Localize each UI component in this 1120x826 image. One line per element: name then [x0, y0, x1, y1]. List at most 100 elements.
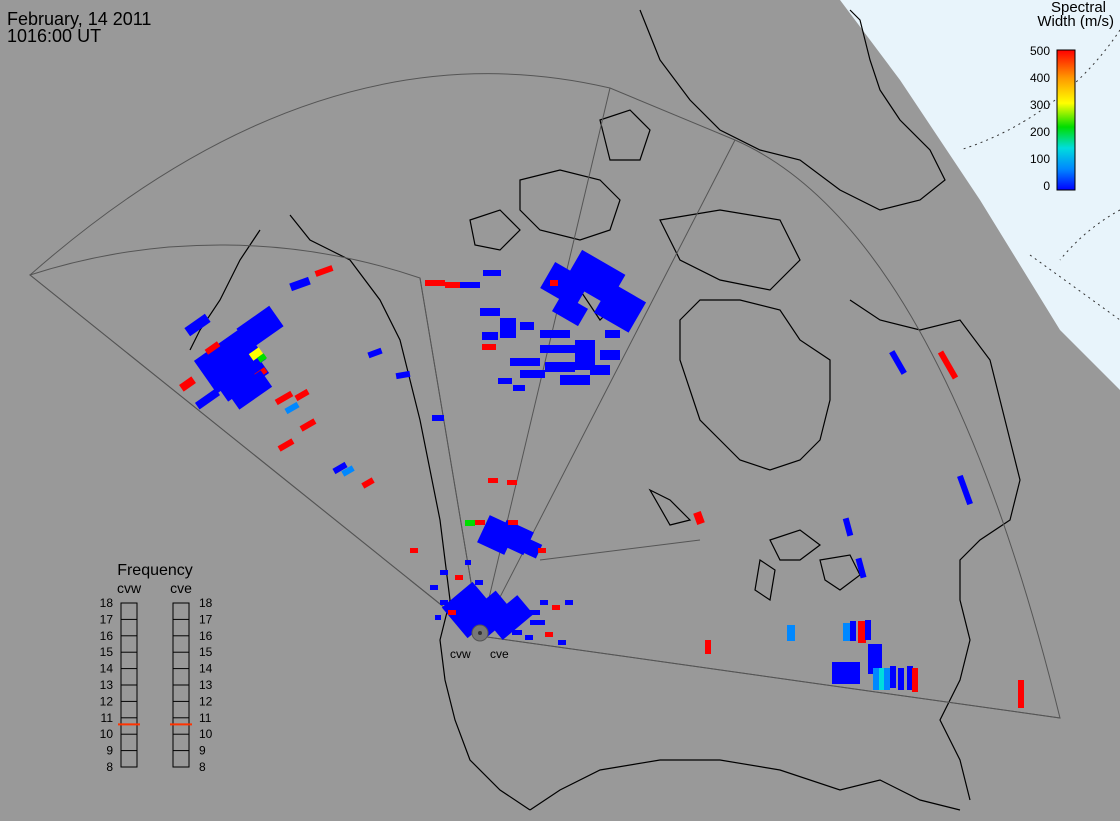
scatter-cell: [294, 388, 310, 402]
colorbar-tick-0: 0: [1043, 179, 1050, 193]
scatter-cell: [277, 438, 295, 452]
frequency-tick-right: 14: [199, 662, 213, 676]
scatter-cell: [248, 347, 264, 361]
scatter-cell: [520, 370, 545, 378]
colorbar-tick-400: 400: [1030, 71, 1050, 85]
scatter-cell: [482, 332, 498, 340]
frequency-tick-right: 10: [199, 727, 213, 741]
frequency-tick-right: 15: [199, 645, 213, 659]
latitude-circle: [959, 29, 1120, 151]
scatter-cell: [520, 322, 534, 330]
meridian-line: [1029, 254, 1120, 321]
scatter-cell: [907, 666, 913, 690]
scatter-cell: [693, 510, 705, 526]
radar-site-center: [478, 631, 482, 635]
colorbar-title-line2: Width (m/s): [1037, 13, 1114, 30]
colorbar-tick-200: 200: [1030, 125, 1050, 139]
scatter-cell: [508, 520, 518, 525]
scatter-cell: [257, 353, 267, 363]
frequency-title: Frequency: [117, 562, 193, 579]
scatter-cell: [540, 330, 570, 338]
scatter-cell: [530, 620, 545, 625]
scatter-cell: [575, 340, 595, 370]
frequency-tick-left: 10: [100, 727, 114, 741]
scatter-cell: [440, 570, 448, 575]
scatter-cell: [552, 605, 560, 610]
frequency-tick-left: 18: [100, 596, 114, 610]
frequency-radar-cvw: cvw: [117, 580, 142, 596]
frequency-tick-right: 9: [199, 744, 206, 758]
frequency-tick-right: 8: [199, 760, 206, 774]
scatter-cell: [545, 632, 553, 637]
scatter-cell: [204, 341, 221, 355]
scatter-cell: [179, 376, 196, 392]
range-arc: [539, 539, 701, 561]
scatter-cell: [787, 625, 795, 641]
scatter-cell: [483, 270, 501, 276]
scatter-cell: [395, 370, 411, 380]
scatter-cell: [432, 415, 444, 421]
frequency-tick-left: 12: [100, 694, 114, 708]
scatter-cell: [540, 345, 580, 353]
scatter-cell: [600, 350, 620, 360]
scatter-cell: [284, 401, 300, 415]
frequency-radar-cve: cve: [170, 580, 192, 596]
scatter-cell: [858, 621, 866, 643]
latitude-circle-inner: [1059, 209, 1120, 261]
scatter-cell: [475, 580, 483, 585]
scatter-cell: [890, 666, 896, 688]
colorbar-tick-300: 300: [1030, 98, 1050, 112]
frequency-tick-right: 11: [199, 711, 212, 725]
coastlines: [189, 9, 1021, 811]
scatter-cell: [889, 350, 907, 375]
scatter-cell: [873, 668, 879, 690]
scatter-cell: [898, 668, 904, 690]
scatter-cell: [560, 375, 590, 385]
scatter-cell: [440, 600, 448, 605]
frequency-tick-left: 8: [106, 760, 113, 774]
scatter-cell: [194, 388, 221, 410]
frequency-tick-left: 11: [101, 711, 114, 725]
scatter-cell: [590, 365, 610, 375]
scatter-cell: [361, 477, 375, 489]
scatter-cell: [498, 378, 512, 384]
scatter-cell: [550, 280, 558, 286]
scatter-cell: [445, 282, 463, 288]
frequency-columns: 18 18 17 17 16 16 15 15 14 14 13 13 12 12 11 11 10 10 9 9 8 8: [100, 596, 213, 774]
scatter-cell: [868, 644, 882, 674]
scatter-cell: [184, 313, 211, 337]
scatter-cell: [552, 293, 588, 327]
cvw-outer-fov: [28, 244, 481, 638]
scatter-cell: [912, 668, 918, 692]
scatter-cell: [865, 620, 871, 640]
scatter-cell: [842, 517, 854, 537]
scatter-cell: [540, 600, 548, 605]
frequency-tick-left: 15: [100, 645, 114, 659]
scatter-cell: [448, 610, 456, 615]
scatter-cell: [367, 347, 383, 359]
scatter-cell: [410, 548, 418, 553]
scatter-cell: [236, 305, 284, 350]
cvw-beam-edge: [419, 277, 481, 637]
colorbar-title-line1: Spectral: [1050, 0, 1106, 16]
scatter-cell: [850, 621, 856, 641]
scatter-cell: [832, 662, 860, 684]
scatter-cell: [843, 623, 851, 641]
scatter-cell: [937, 350, 959, 380]
scatter-cell: [545, 362, 575, 372]
scatter-cell: [510, 358, 540, 366]
scatter-cell: [705, 640, 711, 654]
scatter-cell: [507, 480, 517, 485]
polar-region: [840, 0, 1120, 390]
colorbar: 500 400 300 200 100 0: [1030, 44, 1076, 193]
scatter-cells: [179, 249, 1024, 708]
radar-label-cve: cve: [490, 647, 509, 661]
scatter-cell: [455, 575, 463, 580]
scatter-cell: [482, 344, 496, 350]
frequency-tick-right: 12: [199, 694, 213, 708]
scatter-cell: [558, 640, 566, 645]
colorbar-gradient: [1056, 49, 1076, 191]
scatter-cell: [425, 280, 445, 286]
fov-boundary: [29, 73, 1061, 719]
